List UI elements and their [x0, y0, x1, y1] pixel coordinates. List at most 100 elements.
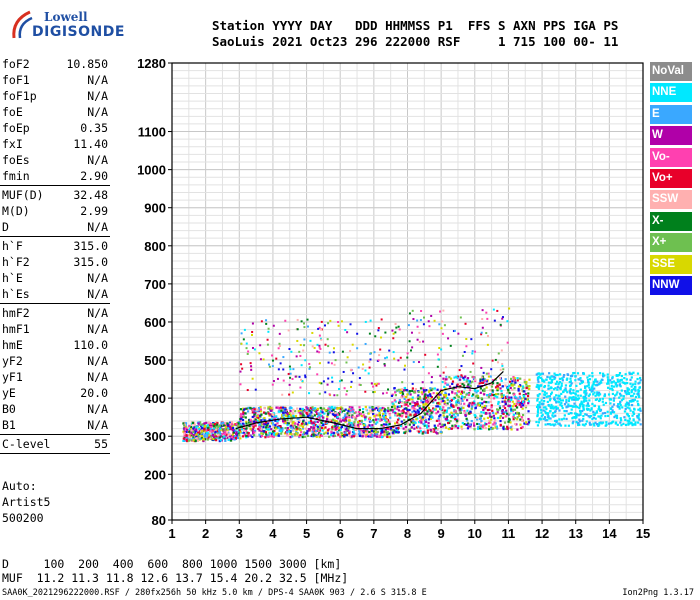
echo-point: [563, 388, 566, 392]
echo-point: [299, 412, 302, 415]
echo-point: [411, 382, 414, 385]
echo-point: [377, 414, 380, 417]
echo-point: [238, 429, 241, 432]
echo-point: [259, 415, 262, 419]
echo-point: [344, 328, 347, 331]
echo-point: [428, 325, 431, 328]
echo-point: [251, 435, 254, 439]
echo-point: [346, 390, 349, 393]
echo-point: [523, 402, 526, 405]
echo-point: [544, 419, 547, 422]
echo-point: [259, 344, 262, 347]
echo-point: [485, 380, 488, 383]
echo-point: [470, 338, 473, 341]
echo-point: [427, 372, 430, 375]
echo-point: [456, 426, 460, 430]
echo-point: [439, 407, 442, 410]
echo-point: [430, 396, 433, 399]
echo-point: [411, 387, 414, 390]
echo-point: [235, 431, 238, 434]
echo-point: [465, 337, 468, 340]
echo-point: [582, 372, 586, 375]
echo-point: [206, 434, 209, 437]
echo-point: [451, 380, 455, 383]
echo-point: [265, 428, 268, 431]
echo-point: [453, 413, 456, 416]
echo-point: [464, 375, 467, 378]
echo-point: [501, 362, 504, 365]
echo-point: [606, 410, 609, 413]
param-value: 315.0: [73, 239, 108, 253]
echo-point: [301, 425, 305, 429]
echo-point: [254, 388, 257, 391]
echo-point: [560, 392, 563, 396]
echo-point: [424, 420, 428, 423]
echo-point: [194, 432, 197, 435]
echo-point: [527, 417, 530, 421]
echo-point: [182, 430, 185, 433]
echo-point: [485, 423, 488, 426]
echo-point: [597, 424, 600, 427]
echo-point: [380, 436, 384, 439]
echo-point: [548, 417, 551, 420]
echo-point: [253, 423, 257, 426]
echo-point: [610, 381, 613, 384]
echo-point: [606, 414, 610, 417]
echo-point: [277, 434, 280, 437]
echo-point: [233, 438, 236, 441]
echo-point: [518, 384, 522, 387]
echo-point: [511, 408, 515, 411]
echo-point: [301, 415, 304, 418]
echo-point: [480, 419, 483, 423]
echo-point: [399, 424, 403, 428]
echo-point: [369, 410, 372, 413]
y-tick-label: 800: [144, 239, 166, 254]
echo-point: [369, 416, 372, 420]
echo-point: [352, 430, 355, 433]
echo-point: [617, 403, 620, 406]
echo-point: [419, 430, 422, 433]
echo-point: [489, 415, 492, 418]
echo-point: [292, 432, 295, 436]
echo-point: [400, 405, 403, 408]
echo-point: [336, 417, 340, 420]
echo-point: [523, 380, 526, 383]
echo-point: [320, 382, 323, 385]
echo-point: [417, 397, 420, 400]
param-name: B0: [2, 402, 16, 416]
echo-point: [218, 436, 221, 439]
legend-item-x: X+: [650, 233, 692, 253]
echo-point: [537, 384, 541, 387]
echo-point: [384, 419, 387, 422]
echo-point: [584, 413, 587, 416]
echo-point: [263, 407, 266, 410]
echo-point: [463, 402, 466, 405]
echo-point: [556, 386, 559, 389]
echo-point: [339, 435, 342, 438]
echo-point: [312, 434, 315, 437]
echo-point: [332, 413, 336, 417]
echo-point: [283, 432, 287, 435]
echo-point: [281, 411, 285, 414]
echo-point: [517, 398, 520, 401]
echo-point: [317, 327, 320, 330]
echo-point: [285, 431, 289, 434]
echo-point: [455, 403, 458, 406]
echo-point: [283, 418, 286, 421]
echo-point: [460, 392, 464, 395]
echo-point: [422, 403, 425, 406]
echo-point: [511, 400, 514, 403]
echo-point: [510, 384, 513, 387]
echo-point: [457, 401, 461, 404]
echo-point: [262, 422, 265, 426]
echo-point: [498, 407, 502, 410]
echo-point: [339, 418, 342, 421]
echo-point: [490, 415, 493, 419]
echo-point: [182, 437, 185, 440]
echo-point: [563, 414, 566, 417]
echo-point: [283, 419, 287, 422]
echo-point: [461, 399, 464, 402]
echo-point: [548, 399, 552, 402]
echo-point: [539, 418, 543, 421]
echo-point: [396, 418, 400, 421]
